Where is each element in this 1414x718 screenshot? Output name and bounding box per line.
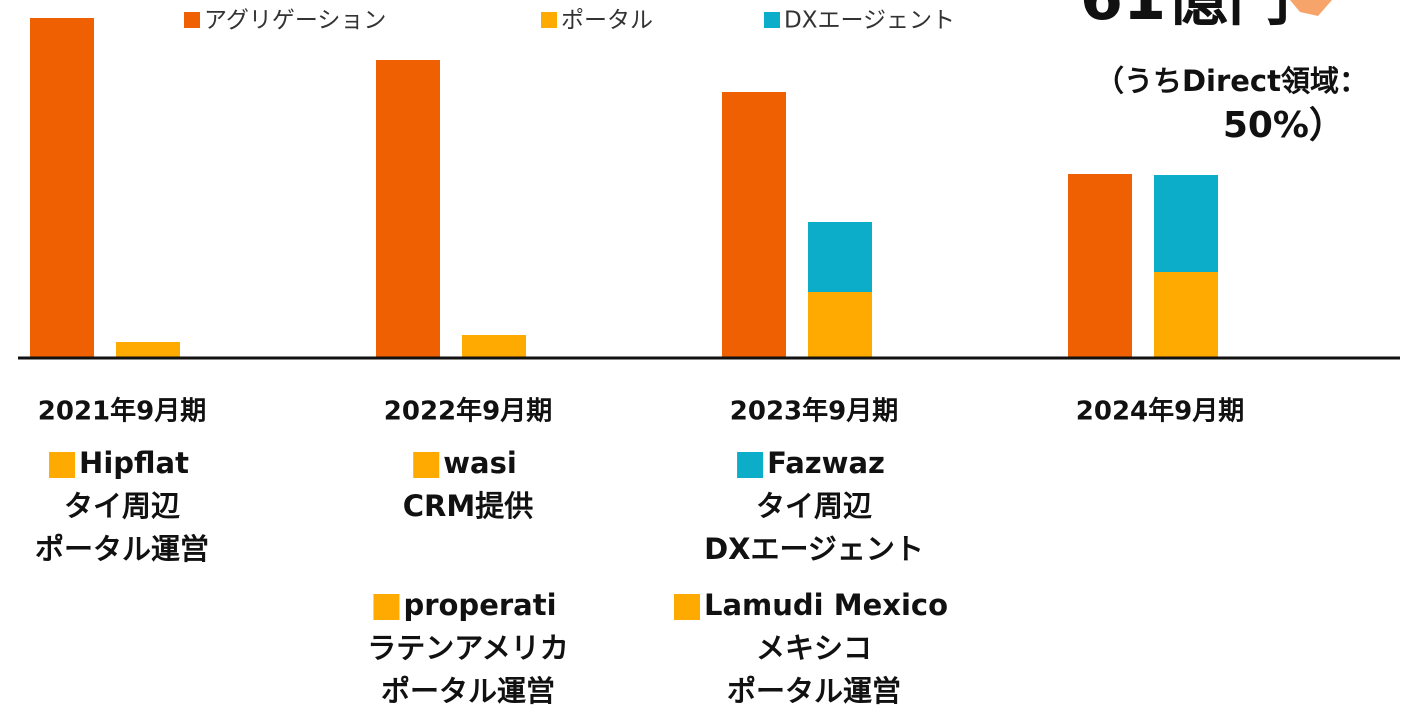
acquisition-desc: ポータル運営 — [381, 674, 555, 708]
acquisition-swatch — [373, 594, 400, 620]
bar-segment — [808, 292, 872, 358]
bar-segment — [808, 222, 872, 292]
share: 50%） — [1223, 105, 1345, 146]
acquisition-name: Fazwaz — [767, 446, 885, 480]
acquisition-desc: メキシコ — [756, 631, 872, 665]
arrow — [1290, 0, 1332, 16]
legend-label: DXエージェント — [784, 8, 955, 34]
acquisition-desc: ポータル運営 — [35, 532, 209, 566]
acquisition-swatch — [49, 452, 76, 478]
headline: 61億円 — [1080, 0, 1290, 34]
acquisition-swatch — [674, 594, 700, 620]
acquisition-desc: ポータル運営 — [727, 674, 901, 708]
bar-segment — [116, 342, 180, 358]
legend-swatch — [184, 12, 200, 28]
acquisition-desc: タイ周辺 — [64, 489, 180, 523]
acquisition-desc: DXエージェント — [704, 532, 924, 566]
legend-label: アグリゲーション — [204, 8, 386, 34]
legend-swatch — [764, 12, 780, 28]
acquisition-name: properati — [403, 588, 556, 622]
bar-segment — [1154, 175, 1218, 272]
note: （うちDirect領域： — [1095, 64, 1368, 98]
legend-swatch — [541, 12, 557, 28]
x-tick-label: 2024年9月期 — [1076, 396, 1244, 427]
bar — [30, 18, 94, 358]
x-tick-label: 2023年9月期 — [730, 396, 898, 427]
acquisition-desc: ラテンアメリカ — [367, 631, 569, 665]
bar-segment — [1154, 272, 1218, 358]
acquisition-swatch — [413, 452, 440, 478]
bar-segment — [462, 335, 526, 358]
legend-label: ポータル — [561, 8, 653, 34]
bar — [722, 92, 786, 358]
acquisition-name: wasi — [443, 446, 517, 480]
bar — [1068, 174, 1132, 358]
acquisition-desc: タイ周辺 — [756, 489, 872, 523]
acquisition-name: Hipflat — [79, 446, 189, 480]
acquisition-swatch — [737, 452, 764, 478]
acquisition-name: Lamudi Mexico — [704, 588, 948, 622]
x-tick-label: 2021年9月期 — [38, 396, 206, 427]
x-tick-label: 2022年9月期 — [384, 396, 552, 427]
bar — [376, 60, 440, 358]
acquisition-desc: CRM提供 — [403, 489, 533, 523]
